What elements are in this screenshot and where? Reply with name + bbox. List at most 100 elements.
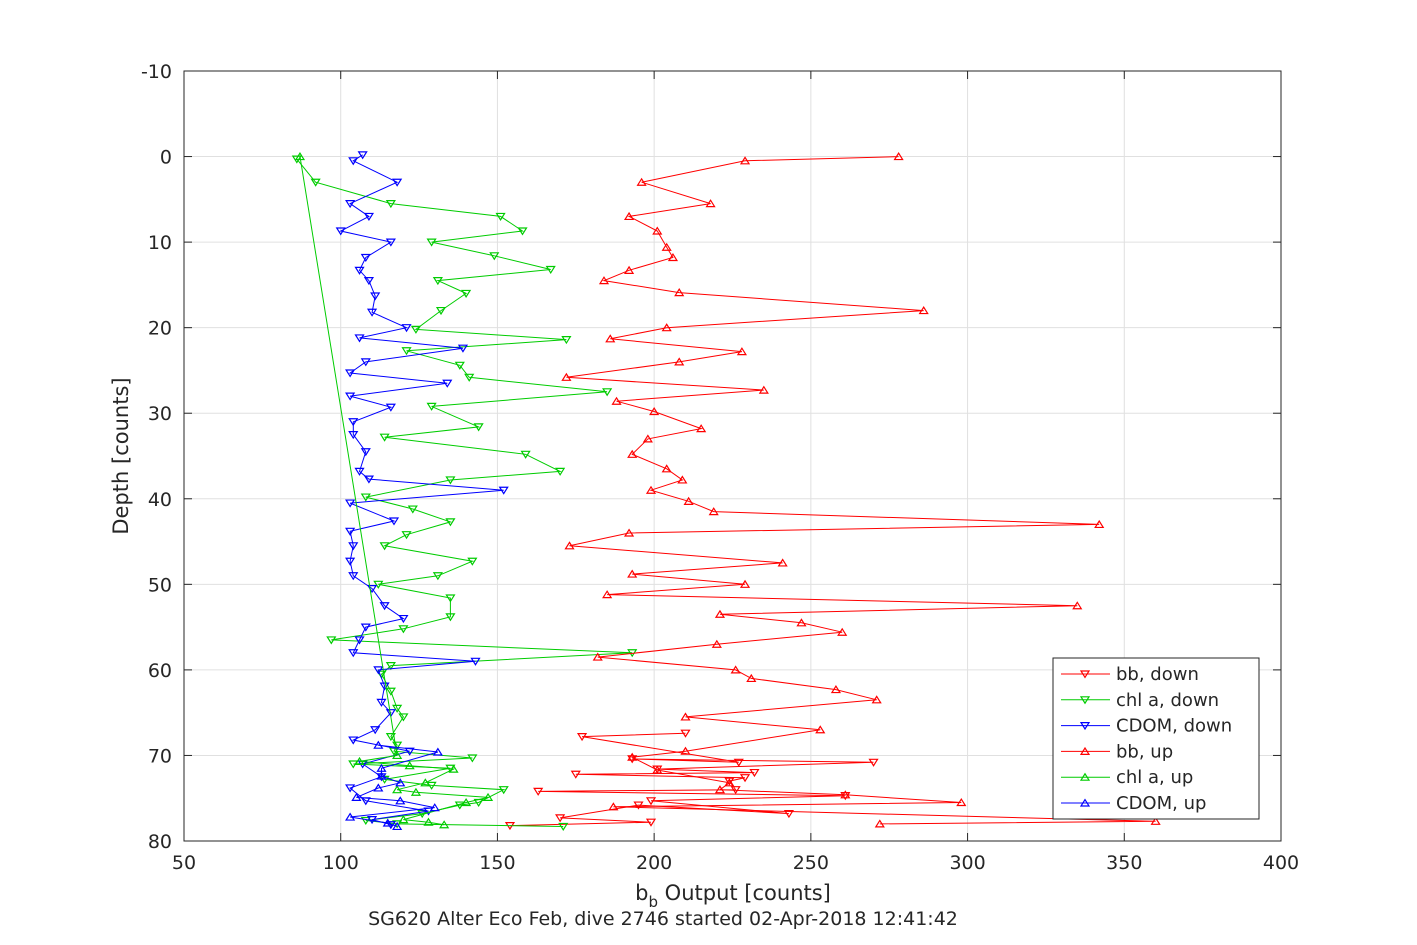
data-point-bb-up: [611, 396, 622, 405]
x-axis-label-subscript: b: [648, 893, 658, 911]
data-point-cdom-down: [348, 649, 359, 658]
series-line-bb-down: [509, 732, 874, 827]
data-point-bb-down: [840, 792, 851, 801]
legend-item-cdom-up: CDOM, up: [1061, 793, 1206, 814]
data-point-bb-up: [1072, 601, 1083, 610]
data-point-chl-a-down: [385, 662, 396, 671]
data-point-bb-up: [840, 790, 851, 799]
data-point-bb-up: [623, 211, 635, 221]
data-point-bb-up: [918, 306, 929, 315]
series-cdom-up: [345, 740, 443, 831]
data-point-cdom-down: [345, 369, 356, 378]
data-point-bb-down: [645, 797, 657, 806]
x-tick-label: 150: [479, 852, 515, 874]
data-point-cdom-up: [345, 812, 356, 821]
legend-marker: [1079, 696, 1091, 705]
data-point-bb-up: [708, 507, 719, 516]
data-point-bb-up: [674, 357, 685, 366]
data-point-cdom-down: [379, 602, 390, 611]
data-point-chl-a-down: [407, 505, 418, 514]
data-point-bb-down: [783, 810, 794, 819]
data-point-chl-a-down: [398, 713, 409, 722]
series-line-chl-a-up: [299, 156, 489, 826]
y-tick-label: 70: [148, 745, 172, 767]
data-point-chl-a-down: [454, 361, 465, 370]
data-point-cdom-down: [348, 542, 359, 551]
data-point-cdom-down: [345, 499, 356, 508]
y-tick-label: 30: [148, 403, 172, 425]
data-point-chl-a-down: [426, 238, 437, 247]
data-point-bb-up: [680, 712, 691, 721]
data-point-cdom-up: [395, 778, 406, 787]
data-point-cdom-down: [370, 292, 381, 301]
data-point-cdom-down: [348, 431, 359, 440]
data-point-chl-a-down: [432, 277, 443, 286]
data-point-bb-up: [652, 765, 663, 774]
data-point-chl-a-up: [354, 756, 365, 766]
data-point-cdom-down: [348, 736, 359, 745]
x-axis-label-rest: Output [counts]: [658, 881, 831, 905]
data-point-cdom-up: [376, 771, 387, 780]
data-point-bb-up: [645, 485, 657, 494]
data-point-chl-a-up: [410, 787, 422, 796]
data-point-chl-a-down: [445, 613, 456, 622]
data-point-cdom-down: [360, 358, 371, 367]
data-point-cdom-up: [395, 796, 406, 805]
data-point-bb-up: [874, 819, 885, 828]
data-point-chl-a-up: [398, 815, 409, 824]
data-point-cdom-down: [354, 266, 365, 275]
data-point-cdom-up: [392, 821, 403, 831]
data-point-cdom-down: [498, 486, 509, 495]
data-point-bb-down: [627, 755, 638, 764]
data-point-cdom-down: [385, 403, 396, 412]
data-point-chl-a-down: [360, 816, 371, 825]
legend-item-cdom-down: CDOM, down: [1061, 716, 1232, 737]
data-point-chl-a-down: [360, 493, 371, 502]
data-point-chl-a-down: [467, 557, 478, 566]
data-point-bb-up: [758, 385, 769, 394]
legend-label: chl a, down: [1116, 690, 1219, 711]
data-point-bb-up: [696, 424, 707, 433]
data-point-bb-up: [1150, 816, 1161, 825]
legend-item-bb-down: bb, down: [1061, 664, 1199, 685]
data-point-chl-a-up: [439, 820, 450, 829]
data-point-chl-a-up: [392, 750, 403, 760]
data-point-bb-down: [570, 770, 581, 779]
x-tick-label: 250: [793, 852, 829, 874]
y-axis-label: Depth [counts]: [109, 377, 133, 534]
data-point-chl-a-down: [398, 625, 409, 634]
data-point-cdom-down: [363, 277, 375, 286]
data-point-bb-up: [598, 276, 610, 285]
tick-marks: [183, 70, 1282, 842]
data-point-cdom-down: [360, 623, 371, 632]
data-point-bb-up: [724, 778, 735, 787]
data-point-bb-up: [564, 541, 575, 550]
x-axis-label: bb Output [counts]: [635, 881, 831, 911]
data-point-bb-up: [667, 252, 679, 262]
data-point-bb-down: [533, 787, 544, 796]
data-point-cdom-up: [376, 763, 387, 772]
data-point-bb-up: [627, 752, 638, 761]
data-point-bb-up: [677, 475, 688, 484]
data-point-chl-a-down: [461, 289, 472, 298]
data-point-chl-a-up: [448, 764, 459, 773]
data-point-cdom-up: [373, 783, 384, 792]
data-point-bb-down: [576, 733, 588, 742]
data-point-bb-up: [636, 177, 647, 186]
x-tick-label: 400: [1263, 852, 1299, 874]
data-point-chl-a-down: [310, 178, 321, 187]
axes-box: [183, 70, 1282, 842]
data-point-cdom-down: [354, 334, 365, 343]
data-point-bb-up: [837, 627, 848, 636]
legend-label: bb, down: [1116, 664, 1199, 685]
data-point-bb-up: [739, 579, 751, 588]
data-point-bb-up: [652, 226, 663, 235]
data-point-chl-a-down: [379, 433, 390, 442]
data-point-bb-up: [661, 323, 672, 332]
y-tick-label: 60: [148, 660, 172, 682]
data-point-chl-a-up: [461, 797, 472, 807]
data-point-bb-up: [649, 406, 660, 416]
data-point-cdom-up: [432, 747, 443, 756]
data-point-cdom-down: [345, 557, 356, 566]
